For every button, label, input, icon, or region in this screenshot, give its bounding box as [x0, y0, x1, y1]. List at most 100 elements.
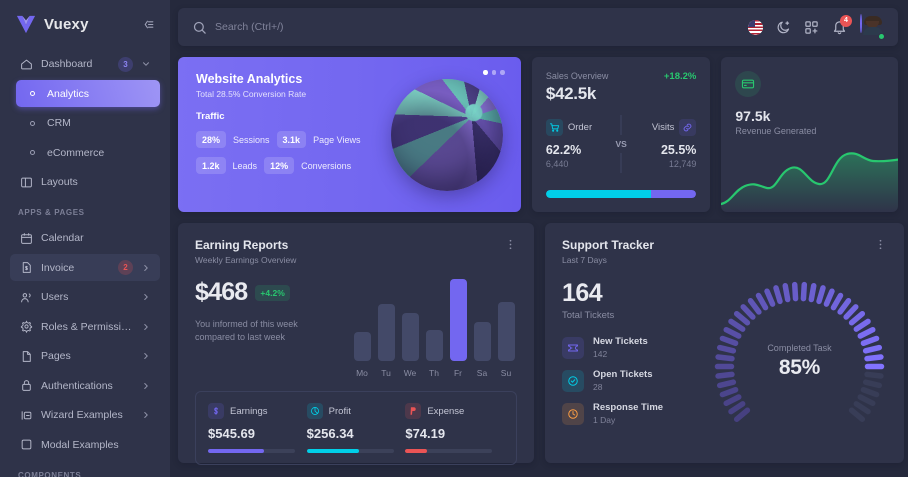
- clock-icon: [562, 402, 584, 425]
- sidebar-item-pages[interactable]: Pages: [10, 343, 160, 370]
- chevron-right-icon[interactable]: [141, 410, 151, 420]
- sales-visits-count: 12,749: [668, 159, 697, 169]
- gauge-tick: [830, 292, 844, 311]
- earning-stats: Earnings $545.69 Profit $256.34: [195, 391, 517, 465]
- chevron-right-icon[interactable]: [141, 351, 151, 361]
- chevron-right-icon[interactable]: [141, 381, 151, 391]
- home-icon: [19, 57, 33, 71]
- ticket-icon: [562, 336, 584, 359]
- earning-stat-name: Expense: [427, 405, 465, 417]
- sidebar-item-users[interactable]: Users: [10, 284, 160, 311]
- gauge-tick: [853, 401, 871, 415]
- sidebar-item-ecommerce[interactable]: eCommerce: [16, 139, 160, 166]
- revenue-value: 97.5k: [735, 108, 771, 124]
- gauge-tick: [857, 394, 876, 407]
- sidebar-dashboard-submenu: Analytics CRM eCommerce: [10, 80, 160, 166]
- gauge-value: 85%: [778, 356, 821, 379]
- brand[interactable]: Vuexy: [10, 0, 160, 48]
- search-container[interactable]: [192, 20, 748, 35]
- gauge-label: Completed Task: [767, 343, 832, 353]
- carousel-dots[interactable]: [483, 70, 505, 75]
- sidebar-item-analytics[interactable]: Analytics: [16, 80, 160, 107]
- sidebar-item-modal-examples[interactable]: Modal Examples: [10, 431, 160, 458]
- carousel-dot-1[interactable]: [483, 70, 488, 75]
- gauge-tick: [791, 281, 799, 302]
- sidebar-item-roles-permissions[interactable]: Roles & Permissions: [10, 313, 160, 340]
- sidebar-section-apps-pages: APPS & PAGES: [18, 208, 85, 217]
- bar-label: Tu: [381, 368, 391, 378]
- gauge-tick: [747, 297, 762, 315]
- more-vertical-icon[interactable]: [874, 238, 887, 251]
- stat-value-sessions: 28%: [196, 131, 227, 148]
- sidebar-item-layouts[interactable]: Layouts: [10, 169, 160, 196]
- earning-stat-value: $74.19: [405, 426, 446, 441]
- sidebar-item-authentications[interactable]: Authentications: [10, 372, 160, 399]
- earning-header: Earning Reports Weekly Earnings Overview: [195, 238, 517, 265]
- bar-label: Mo: [356, 368, 368, 378]
- earning-stat-progress: [306, 449, 394, 453]
- support-summary: 164 Total Tickets New Tickets 142: [562, 279, 712, 454]
- earning-stat-expense: Expense $74.19: [405, 403, 504, 453]
- moon-icon[interactable]: [776, 20, 791, 35]
- bar-column-tu: Tu: [374, 303, 398, 378]
- gauge-tick: [716, 344, 737, 354]
- gauge-tick: [843, 304, 859, 320]
- chevron-down-icon[interactable]: [141, 59, 151, 69]
- gauge-tick: [816, 285, 826, 305]
- menu-collapse-icon[interactable]: [142, 18, 155, 31]
- chevron-right-icon[interactable]: [141, 292, 151, 302]
- earning-stat-name: Earnings: [230, 405, 268, 417]
- notification-badge: 4: [840, 14, 852, 27]
- wizard-icon: [19, 408, 33, 422]
- more-vertical-icon[interactable]: [504, 238, 517, 251]
- chevron-right-icon[interactable]: [141, 263, 151, 273]
- us-flag-icon[interactable]: [748, 19, 763, 35]
- bar-label: Th: [429, 368, 439, 378]
- avatar[interactable]: [860, 14, 885, 40]
- carousel-dot-3[interactable]: [500, 70, 505, 75]
- traffic-stats-row-1: 28% Sessions 3.1k Page Views: [196, 131, 503, 148]
- bar: [473, 321, 491, 361]
- bar: [449, 279, 467, 361]
- vs-divider: VS: [608, 139, 633, 149]
- chevron-right-icon[interactable]: [141, 322, 151, 332]
- settings-gear-icon: [19, 320, 33, 334]
- gauge-tick: [862, 344, 883, 354]
- card-title: Support Tracker: [562, 238, 655, 252]
- gauge-tick: [864, 371, 884, 379]
- carousel-dot-2[interactable]: [491, 70, 497, 75]
- stat-label-sessions: Sessions: [233, 134, 270, 145]
- paypal-icon: [405, 403, 422, 419]
- sidebar-item-label: Authentications: [41, 379, 113, 392]
- search-input[interactable]: [215, 21, 435, 33]
- sidebar-item-calendar[interactable]: Calendar: [10, 225, 160, 252]
- sidebar-item-label: Modal Examples: [41, 438, 119, 451]
- sales-change: +18.2%: [663, 71, 697, 82]
- gauge-center-text: Completed Task 85%: [712, 343, 887, 380]
- grid-plus-icon[interactable]: [804, 20, 819, 35]
- sidebar-item-wizard-examples[interactable]: Wizard Examples: [10, 402, 160, 429]
- traffic-label: Traffic: [196, 111, 225, 122]
- gauge-tick: [740, 304, 756, 320]
- card-title: Website Analytics: [196, 72, 303, 86]
- gauge-tick: [823, 288, 835, 307]
- bell-icon[interactable]: 4: [832, 14, 852, 35]
- weekly-earnings-bar-chart: Mo Tu We Th Fr Sa Su: [340, 278, 518, 378]
- gauge-tick: [773, 285, 783, 305]
- gauge-tick: [864, 354, 884, 362]
- sidebar-item-crm[interactable]: CRM: [16, 110, 160, 137]
- sidebar-item-invoice[interactable]: Invoice 2: [10, 254, 160, 281]
- gauge-tick: [808, 282, 817, 303]
- support-row-open-tickets: Open Tickets 28: [562, 369, 712, 392]
- revenue-label: Revenue Generated: [735, 126, 817, 136]
- sidebar-item-dashboard[interactable]: Dashboard 3: [10, 51, 160, 78]
- gauge-tick: [715, 371, 735, 379]
- bar-column-fr: Fr: [446, 279, 470, 378]
- circle-dot-icon: [25, 150, 39, 155]
- sales-visits-col: Visits 25.5% 12,749: [634, 119, 697, 169]
- support-tracker-card: Support Tracker Last 7 Days 164 Total Ti…: [545, 223, 904, 463]
- sidebar-item-label: Dashboard: [41, 58, 93, 70]
- sales-header: Sales Overview +18.2%: [546, 71, 697, 82]
- support-row-name: Response Time: [593, 402, 664, 413]
- gauge-tick: [860, 335, 880, 346]
